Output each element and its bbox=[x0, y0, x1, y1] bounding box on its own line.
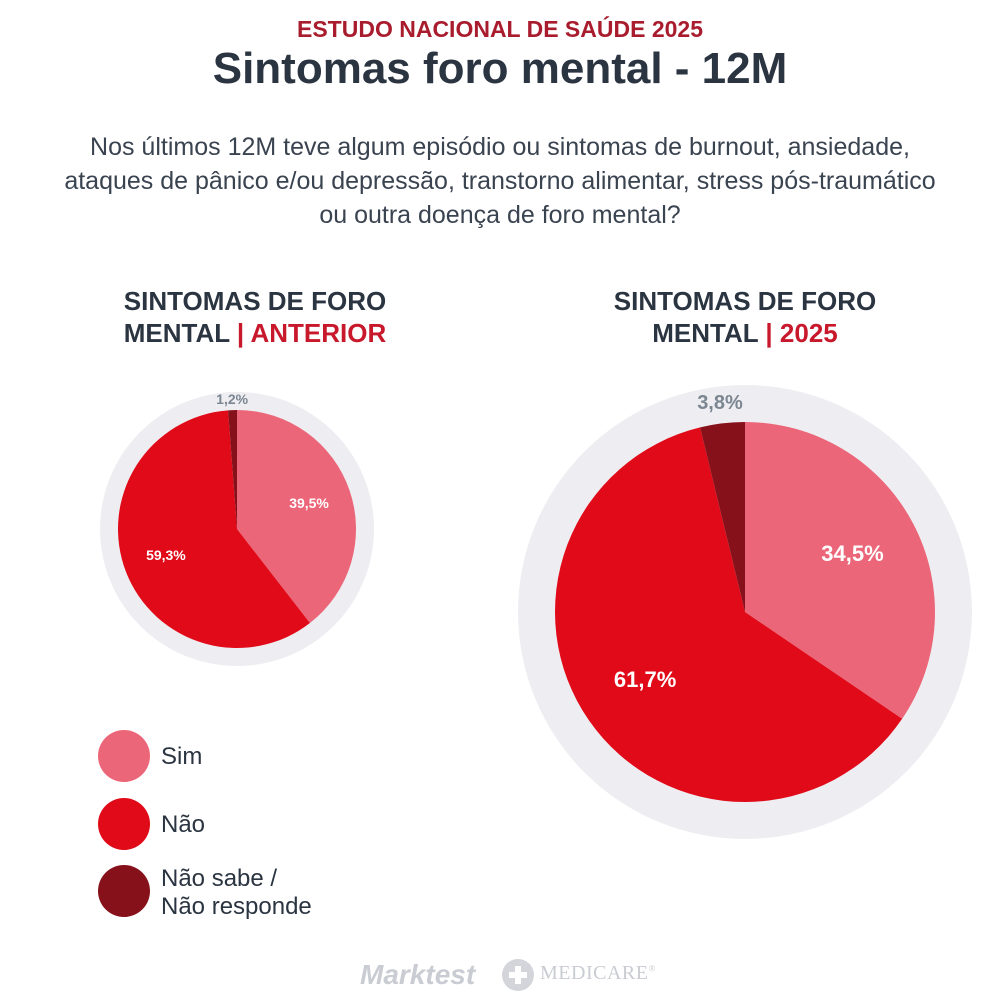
legend-label-nao: Não bbox=[161, 811, 206, 838]
page-title: Sintomas foro mental - 12M bbox=[212, 44, 788, 93]
chart-title-2025-main-line1: SINTOMAS DE FORO bbox=[613, 286, 877, 316]
pie-slice-anterior-1 bbox=[117, 410, 310, 649]
marktest-logo: Marktest bbox=[360, 959, 476, 990]
pie-slice-2025-1 bbox=[555, 427, 903, 803]
medicare-wordmark: MEDICARE® bbox=[540, 962, 656, 985]
medical-cross-icon bbox=[502, 959, 534, 991]
pie-slice-2025-2 bbox=[700, 422, 745, 612]
chart-title-anterior: SINTOMAS DE FORO MENTAL | ANTERIOR bbox=[55, 285, 455, 349]
legend-label-ns-nr-line1: Não sabe / bbox=[161, 865, 278, 892]
legend-item-sim: Sim bbox=[98, 730, 398, 790]
footer-logos: Marktest MEDICARE® bbox=[0, 955, 1000, 995]
legend-swatch-ns-nr bbox=[98, 865, 150, 917]
medicare-wordmark-text: MEDICARE bbox=[540, 962, 649, 984]
chart-title-2025-main-line2: MENTAL | 2025 bbox=[652, 318, 838, 348]
chart-title-2025-period: 2025 bbox=[779, 318, 838, 348]
pie-slice-2025-0 bbox=[745, 422, 936, 719]
registered-mark: ® bbox=[648, 963, 656, 974]
legend-label-ns-nr: Não sabe / Não responde bbox=[161, 865, 312, 921]
pie-label-anterior-1: 59,3% bbox=[146, 547, 186, 563]
pie-label-2025-1: 61,7% bbox=[614, 667, 676, 692]
legend-item-nao: Não bbox=[98, 798, 398, 858]
report-kicker: ESTUDO NACIONAL DE SAÚDE 2025 bbox=[297, 16, 703, 42]
legend-swatch-nao bbox=[98, 798, 150, 850]
chart-title-anterior-main-line1: SINTOMAS DE FORO bbox=[123, 286, 387, 316]
pie-slice-anterior-2 bbox=[228, 410, 237, 529]
legend-label-sim: Sim bbox=[161, 743, 203, 770]
pie-label-2025-0: 34,5% bbox=[821, 541, 883, 566]
legend-item-ns-nr: Não sabe / Não responde bbox=[98, 865, 398, 925]
legend-swatch-sim bbox=[98, 730, 150, 782]
pie-slice-anterior-0 bbox=[237, 410, 356, 624]
pie-label-anterior-0: 39,5% bbox=[289, 495, 329, 511]
chart-title-anterior-separator: | bbox=[236, 318, 245, 348]
chart-title-2025-separator: | bbox=[765, 318, 773, 348]
legend-label-ns-nr-line2: Não responde bbox=[161, 893, 312, 920]
chart-title-anterior-main-line2: MENTAL | ANTERIOR bbox=[123, 318, 387, 348]
chart-title-anterior-period: ANTERIOR bbox=[250, 318, 387, 348]
survey-question: Nos últimos 12M teve algum episódio ou s… bbox=[64, 133, 936, 229]
pie-label-anterior-2: 1,2% bbox=[216, 391, 248, 407]
pie-label-2025-2: 3,8% bbox=[697, 392, 743, 414]
chart-title-2025: SINTOMAS DE FORO MENTAL | 2025 bbox=[545, 285, 945, 349]
